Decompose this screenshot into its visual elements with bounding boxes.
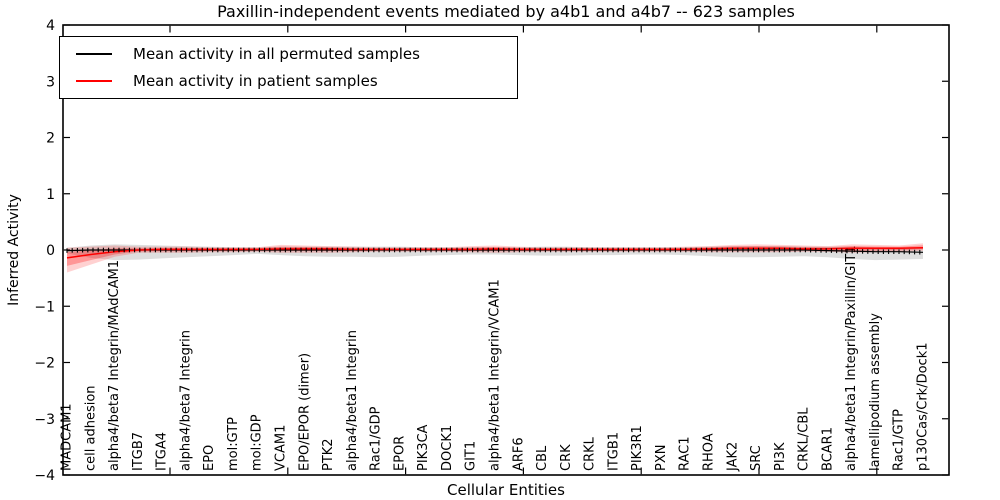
legend-label-permuted: Mean activity in all permuted samples bbox=[133, 45, 420, 63]
x-tick-label: MADCAM1 bbox=[60, 403, 75, 471]
x-tick-label: alpha4/beta1 Integrin/VCAM1 bbox=[488, 279, 503, 471]
x-tick-label: PIK3R1 bbox=[630, 425, 645, 471]
x-tick-label: CRKL/CBL bbox=[797, 407, 812, 471]
x-tick-label: Rac1/GDP bbox=[369, 406, 384, 471]
x-tick-label: cell adhesion bbox=[83, 385, 98, 471]
x-tick-label: CRK bbox=[559, 444, 574, 471]
y-tick-label: −1 bbox=[34, 299, 55, 315]
x-tick-label: alpha4/beta1 Integrin bbox=[345, 330, 360, 471]
y-tick-label: −3 bbox=[34, 412, 55, 428]
x-tick-label: RAC1 bbox=[678, 436, 693, 471]
patient-line-swatch-icon bbox=[76, 80, 112, 82]
axes-frame bbox=[62, 24, 950, 476]
y-tick-label: 4 bbox=[46, 18, 55, 34]
x-tick-label: alpha4/beta7 Integrin bbox=[178, 330, 193, 471]
patient-mean-line bbox=[66, 247, 924, 259]
x-tick-label: PIK3CA bbox=[416, 424, 431, 471]
x-tick-label: ITGB1 bbox=[606, 432, 621, 471]
x-tick-label: mol:GDP bbox=[250, 414, 265, 471]
x-tick-label: alpha4/beta7 Integrin/MAdCAM1 bbox=[107, 260, 122, 471]
x-tick-label: EPO bbox=[202, 445, 217, 471]
x-tick-label: p130Cas/Crk/Dock1 bbox=[916, 342, 931, 471]
x-tick-label: ARF6 bbox=[511, 437, 526, 471]
x-tick-label: BCAR1 bbox=[820, 427, 835, 471]
x-tick-label: GIT1 bbox=[464, 441, 479, 471]
legend: Mean activity in all permuted samples Me… bbox=[59, 36, 518, 99]
x-tick-label: DOCK1 bbox=[440, 425, 455, 471]
x-tick-label: PTK2 bbox=[321, 438, 336, 471]
x-axis-label: Cellular Entities bbox=[447, 481, 565, 499]
x-tick-label: PI3K bbox=[773, 442, 788, 471]
y-tick-label: 0 bbox=[46, 243, 55, 259]
x-tick-label: EPOR bbox=[392, 436, 407, 471]
legend-item-permuted: Mean activity in all permuted samples bbox=[76, 44, 517, 64]
x-tick-label: ITGB7 bbox=[131, 432, 146, 471]
x-tick-label: lamellipodium assembly bbox=[868, 313, 883, 471]
y-tick-label: 1 bbox=[46, 187, 55, 203]
x-tick-label: JAK2 bbox=[725, 442, 740, 472]
legend-label-patient: Mean activity in patient samples bbox=[133, 72, 378, 90]
x-tick-label: RHOA bbox=[702, 433, 717, 471]
y-tick-label: 3 bbox=[46, 74, 55, 90]
x-tick-label: SRC bbox=[749, 445, 764, 471]
x-tick-label: alpha4/beta1 Integrin/Paxillin/GIT1 bbox=[844, 245, 859, 471]
y-tick-label: 2 bbox=[46, 131, 55, 147]
permuted-line-swatch-icon bbox=[76, 53, 112, 55]
y-tick-label: −4 bbox=[34, 468, 55, 484]
x-tick-label: CBL bbox=[535, 445, 550, 471]
x-tick-label: Rac1/GTP bbox=[892, 409, 907, 471]
x-tick-label: PXN bbox=[654, 445, 669, 471]
legend-item-patient: Mean activity in patient samples bbox=[76, 71, 517, 91]
x-tick-label: EPO/EPOR (dimer) bbox=[297, 353, 312, 471]
y-tick-label: −2 bbox=[34, 356, 55, 372]
x-tick-label: CRKL bbox=[583, 436, 598, 471]
x-tick-label: mol:GTP bbox=[226, 417, 241, 471]
x-tick-label: VCAM1 bbox=[274, 425, 289, 471]
x-tick-label: ITGA4 bbox=[155, 432, 170, 471]
chart-title: Paxillin-independent events mediated by … bbox=[217, 2, 795, 21]
